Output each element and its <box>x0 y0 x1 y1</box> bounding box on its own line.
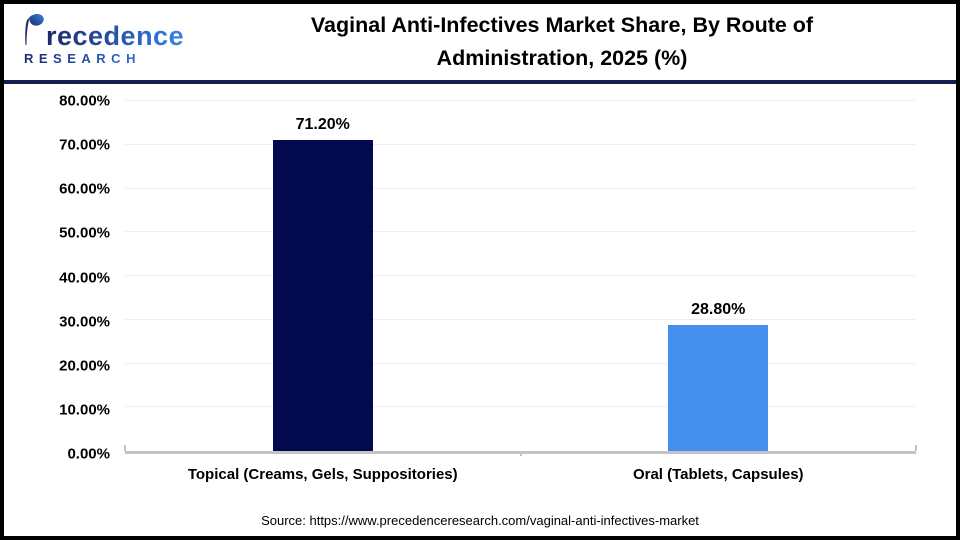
logo-research-text: RESEARCH <box>24 50 141 66</box>
chart-title-line2: Administration, 2025 (%) <box>436 46 688 70</box>
gridline <box>125 318 916 320</box>
gridline <box>125 406 916 408</box>
logo-brand-text: recedence <box>46 20 185 51</box>
header: recedence RESEARCH Vaginal Anti-Infectiv… <box>4 4 956 84</box>
gridline <box>125 275 916 276</box>
logo-brand-row: recedence <box>22 13 185 51</box>
source-citation: Source: https://www.precedenceresearch.c… <box>261 513 699 528</box>
y-tick-label: 30.00% <box>59 313 110 331</box>
y-tick-label: 10.00% <box>59 401 110 419</box>
gridline <box>125 143 916 145</box>
gridline <box>125 100 916 101</box>
y-tick-label: 60.00% <box>59 180 110 198</box>
precedence-research-logo: recedence RESEARCH <box>18 13 188 66</box>
bar-value-label: 71.20% <box>295 115 350 133</box>
y-axis-labels: 0.00% 10.00% 20.00% 30.00% 40.00% 50.00% 60.00… <box>4 93 110 463</box>
y-tick-label: 20.00% <box>59 357 110 375</box>
gridline <box>125 187 916 189</box>
x-axis-tick <box>519 451 522 456</box>
category-label: Topical (Creams, Gels, Suppositories) <box>187 466 458 483</box>
category-slot: 71.20% <box>125 101 521 451</box>
x-axis-tick <box>915 445 917 451</box>
bar-1: 71.20% <box>272 116 373 451</box>
y-tick-label: 70.00% <box>59 136 110 154</box>
y-tick-label: 0.00% <box>67 445 110 463</box>
y-tick-label: 40.00% <box>59 269 110 286</box>
gridline <box>125 362 916 364</box>
y-tick-label: 50.00% <box>59 224 110 242</box>
category-label: Oral (Tablets, Capsules) <box>632 466 804 483</box>
y-tick-label: 80.00% <box>59 92 110 110</box>
chart-region: 0.00% 10.00% 20.00% 30.00% 40.00% 50.00% 60.00… <box>4 84 956 536</box>
x-axis-labels: Topical (Creams, Gels, Suppositories) Ora… <box>125 466 916 483</box>
bar-value-label: 28.80% <box>691 301 746 318</box>
chart-title: Vaginal Anti-Infectives Market Share, By… <box>188 9 942 75</box>
bar-2: 28.80% <box>668 301 769 451</box>
category-slot: 28.80% <box>521 101 917 451</box>
chart-title-line1: Vaginal Anti-Infectives Market Share, By… <box>310 13 814 37</box>
gridline <box>125 231 916 233</box>
plot-area: 71.20% 28.80% <box>124 100 917 456</box>
x-axis-tick <box>124 445 126 451</box>
leaf-p-icon <box>22 13 45 51</box>
